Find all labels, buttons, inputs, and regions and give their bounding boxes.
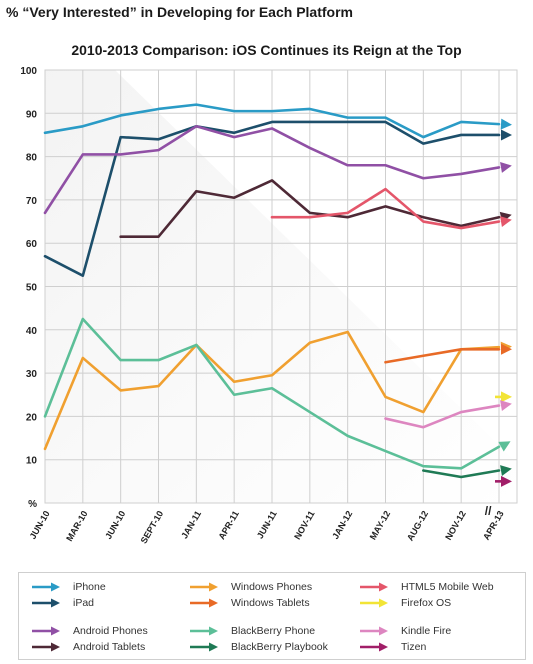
legend-label: iPhone <box>73 581 106 593</box>
series-line-windows-tablets <box>384 347 501 364</box>
x-tick-label: MAY-12 <box>368 509 393 541</box>
legend-label: iPad <box>73 597 95 609</box>
series-arrow-ipad <box>501 129 512 141</box>
series-arrow-windows-tablets <box>501 343 512 355</box>
series-line-blackberry-playbook <box>422 469 501 479</box>
legend-item-kindle-fire: Kindle Fire <box>359 625 451 637</box>
plot-frame <box>44 69 518 504</box>
legend-item-iphone: iPhone <box>31 581 106 593</box>
legend-item-blackberry-phone: BlackBerry Phone <box>189 625 315 637</box>
y-tick-label: 40 <box>26 326 38 337</box>
x-tick-label: JUN-10 <box>28 509 52 541</box>
x-tick-label: SEPT-10 <box>139 509 166 545</box>
legend-arrow-icon <box>32 626 60 636</box>
series-arrow-kindle-fire <box>500 400 512 411</box>
series-line-ipad <box>43 120 501 277</box>
legend-item-html5-mobile-web: HTML5 Mobile Web <box>359 581 494 593</box>
legend-arrow-icon <box>190 642 218 652</box>
series-line-blackberry-phone <box>43 317 501 470</box>
legend-arrow-icon <box>360 642 388 652</box>
legend-arrow-icon <box>360 582 388 592</box>
legend-label: Android Tablets <box>73 641 146 653</box>
legend-arrow-icon <box>32 582 60 592</box>
y-tick-label: 10 <box>26 456 38 467</box>
chart-title: 2010-2013 Comparison: iOS Continues its … <box>71 42 462 58</box>
legend-arrow-icon <box>32 598 60 608</box>
legend-arrow-icon <box>360 598 388 608</box>
y-tick-label: 80 <box>26 153 38 164</box>
x-tick-label: JAN-11 <box>179 509 203 540</box>
axis-break-mark: // <box>485 504 492 518</box>
y-tick-label: 60 <box>26 239 38 250</box>
series-arrow-html5-mobile-web <box>500 216 512 227</box>
series-arrow-blackberry-phone <box>498 441 511 452</box>
legend-label: Firefox OS <box>401 597 452 609</box>
legend-item-windows-phones: Windows Phones <box>189 581 312 593</box>
y-tick-label: 50 <box>26 283 38 294</box>
legend: iPhone iPad Android Phones Android Tablets W… <box>18 572 526 660</box>
legend-arrow-icon <box>190 582 218 592</box>
legend-label: Windows Phones <box>231 581 313 593</box>
legend-item-android-phones: Android Phones <box>31 625 148 637</box>
series-line-kindle-fire <box>384 404 501 429</box>
series-arrow-iphone <box>500 118 512 130</box>
series-line-html5-mobile-web <box>270 187 501 230</box>
legend-label: Tizen <box>401 641 427 653</box>
legend-item-ipad: iPad <box>31 597 94 609</box>
series-arrow-blackberry-playbook <box>500 465 512 476</box>
y-tick-label: 90 <box>26 109 38 120</box>
x-tick-label: JUN-11 <box>255 509 279 540</box>
series-line-android-tablets <box>119 179 501 239</box>
series-line-android-phones <box>43 124 501 215</box>
legend-item-android-tablets: Android Tablets <box>31 641 145 653</box>
legend-label: BlackBerry Playbook <box>231 641 328 653</box>
legend-arrow-icon <box>32 642 60 652</box>
legend-label: BlackBerry Phone <box>231 625 316 637</box>
x-tick-label: NOV-11 <box>292 509 316 541</box>
x-tick-label: MAR-10 <box>64 509 89 543</box>
legend-item-tizen: Tizen <box>359 641 426 653</box>
legend-item-firefox-os: Firefox OS <box>359 597 451 609</box>
series-arrow-tizen <box>501 475 512 487</box>
page-title: % “Very Interested” in Developing for Ea… <box>6 4 353 20</box>
legend-label: Android Phones <box>73 625 148 637</box>
legend-arrow-icon <box>360 626 388 636</box>
x-tick-label: NOV-12 <box>443 509 468 542</box>
x-tick-label: JAN-12 <box>330 509 354 541</box>
series-line-iphone <box>43 103 501 139</box>
y-tick-label: 70 <box>26 196 38 207</box>
legend-label: Windows Tablets <box>231 597 310 609</box>
y-tick-label: 100 <box>20 66 37 77</box>
x-tick-label: JUN-10 <box>103 509 127 541</box>
y-tick-label: 30 <box>26 369 38 380</box>
legend-arrow-icon <box>190 626 218 636</box>
legend-label: Kindle Fire <box>401 625 452 637</box>
legend-label: HTML5 Mobile Web <box>401 581 494 593</box>
x-tick-label: AUG-12 <box>405 509 430 543</box>
series-line-windows-phones <box>43 330 501 451</box>
series-arrow-android-phones <box>500 162 512 173</box>
y-tick-label: % <box>28 499 37 510</box>
legend-item-windows-tablets: Windows Tablets <box>189 597 310 609</box>
x-tick-label: APR-11 <box>216 509 240 541</box>
y-tick-label: 20 <box>26 412 38 423</box>
legend-item-blackberry-playbook: BlackBerry Playbook <box>189 641 328 653</box>
series-arrow-firefox-os <box>501 391 512 403</box>
legend-arrow-icon <box>190 598 218 608</box>
